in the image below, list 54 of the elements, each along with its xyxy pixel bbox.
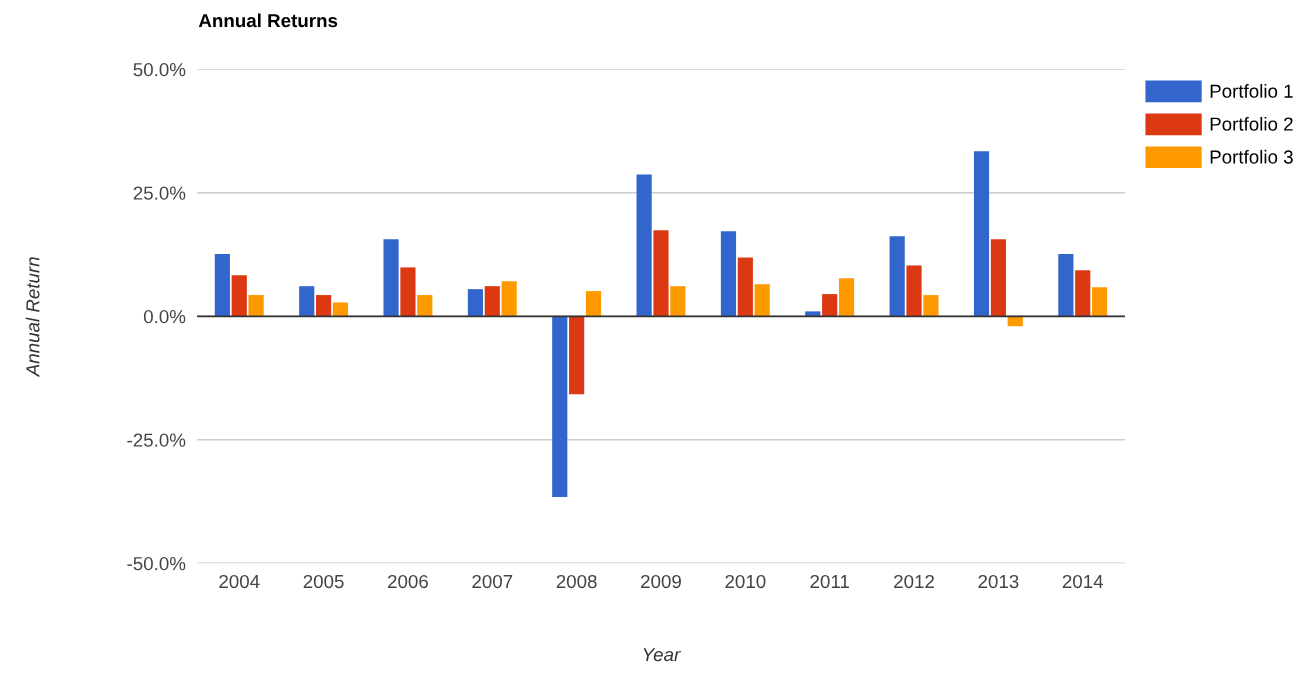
bar (585, 291, 602, 317)
y-tick-label: 25.0% (133, 186, 186, 200)
bar (737, 257, 753, 317)
x-tick-label: 2007 (472, 574, 513, 589)
bar (248, 295, 264, 317)
bar (1092, 287, 1108, 317)
bar (552, 316, 568, 498)
y-tick-label: -25.0% (127, 433, 186, 447)
bar (400, 267, 416, 317)
bar (417, 295, 433, 317)
bar (299, 286, 315, 317)
y-tick-label: 50.0% (133, 63, 186, 77)
bar (889, 236, 905, 317)
y-axis-title: Annual Return (25, 257, 40, 378)
x-tick-label: 2006 (388, 574, 428, 589)
y-tick-label: 0.0% (143, 310, 186, 324)
bar (1075, 270, 1091, 317)
bar (383, 239, 399, 317)
bar (484, 286, 500, 317)
x-tick-label: 2013 (978, 574, 1019, 589)
x-tick-label: 2012 (894, 574, 934, 589)
x-axis-title: Year (643, 648, 681, 662)
bar (636, 174, 652, 317)
bar (1007, 316, 1023, 327)
bar (315, 295, 332, 317)
x-tick-label: 2009 (641, 574, 681, 589)
legend-label: Portfolio 3 (1210, 149, 1293, 164)
x-tick-label: 2010 (725, 574, 766, 589)
legend-label: Portfolio 2 (1210, 116, 1293, 131)
bar (720, 231, 737, 317)
x-tick-label: 2004 (219, 574, 260, 589)
legend-label: Portfolio 1 (1210, 84, 1293, 98)
bar (923, 295, 939, 317)
chart-title: Annual Returns (198, 13, 338, 28)
bar (653, 230, 669, 317)
bar (973, 151, 990, 317)
x-tick-label: 2011 (810, 574, 849, 589)
bar (990, 239, 1006, 317)
y-tick-label: -50.0% (127, 557, 186, 571)
bar (214, 254, 230, 317)
bar (501, 281, 517, 317)
bar (906, 265, 922, 317)
bar (569, 316, 585, 395)
bar (332, 302, 349, 317)
bar (670, 286, 686, 317)
bar (838, 278, 855, 317)
x-tick-label: 2014 (1062, 574, 1104, 589)
bar (754, 284, 770, 317)
bar (231, 275, 247, 317)
x-tick-label: 2005 (303, 574, 344, 589)
x-tick-label: 2008 (556, 574, 597, 589)
bar (822, 294, 838, 317)
bar (467, 289, 483, 317)
bar (1058, 254, 1074, 317)
